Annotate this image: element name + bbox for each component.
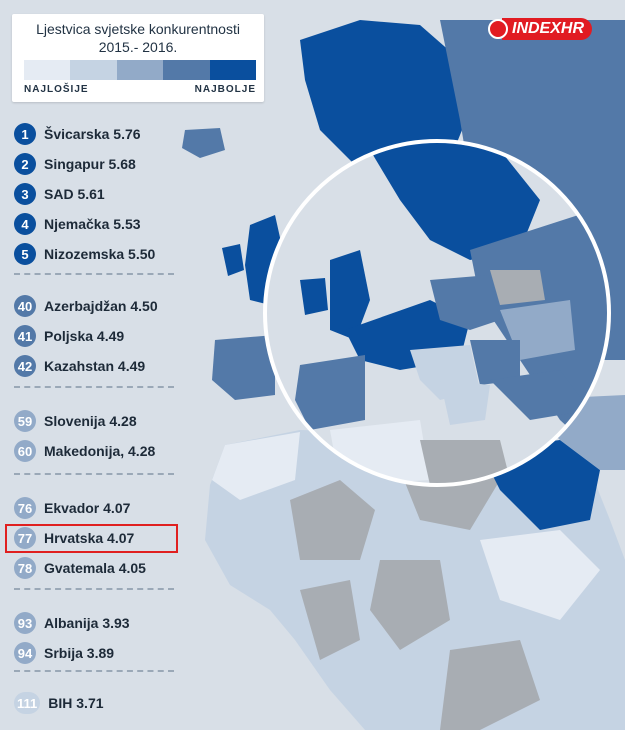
rank-label: Gvatemala 4.05 [44,560,146,576]
ranking-separator [14,273,174,275]
rank-badge: 94 [14,642,36,664]
legend-subtitle: 2015.- 2016. [98,39,178,55]
rank-badge: 111 [14,692,41,714]
rank-label: BIH 3.71 [48,695,104,711]
ranking-separator [14,473,174,475]
ranking-row: 93 Albanija 3.93 [14,612,130,634]
rank-label: Njemačka 5.53 [44,216,141,232]
africa-nodata-4 [300,580,360,660]
legend-high-label: NAJBOLJE [194,84,256,95]
rank-label: Nizozemska 5.50 [44,246,156,262]
rank-label: SAD 5.61 [44,186,105,202]
rank-label: Albanija 3.93 [44,615,130,631]
rank-label: Slovenija 4.28 [44,413,137,429]
rank-badge: 77 [14,527,36,549]
ranking-row: 2 Singapur 5.68 [14,153,136,175]
rank-label: Ekvador 4.07 [44,500,131,516]
legend: Ljestvica svjetske konkurentnosti 2015.-… [12,14,264,102]
ranking-row: 77 Hrvatska 4.07 [14,527,134,549]
legend-low-label: NAJLOŠIJE [24,84,89,95]
rank-badge: 5 [14,243,36,265]
rank-badge: 60 [14,440,36,462]
iberia [212,335,275,400]
legend-swatch [70,60,117,80]
ranking-row: 76 Ekvador 4.07 [14,497,130,519]
africa-nodata-5 [440,640,540,730]
ireland [222,244,244,276]
rank-badge: 42 [14,355,36,377]
rank-badge: 41 [14,325,36,347]
croatia-highlight-box [5,524,178,553]
ranking-row: 4 Njemačka 5.53 [14,213,141,235]
rank-badge: 1 [14,123,36,145]
africa-nodata-3 [370,560,450,650]
ranking-row: 94 Srbija 3.89 [14,642,114,664]
rank-label: Švicarska 5.76 [44,126,141,142]
rank-label: Hrvatska 4.07 [44,530,135,546]
africa-light-1 [212,432,300,500]
ranking-separator [14,386,174,388]
rank-label: Makedonija, 4.28 [44,443,156,459]
rank-label: Azerbajdžan 4.50 [44,298,158,314]
legend-color-scale [24,60,257,80]
rank-badge: 3 [14,183,36,205]
rank-label: Kazahstan 4.49 [44,358,146,374]
ranking-row: 59 Slovenija 4.28 [14,410,137,432]
rank-badge: 93 [14,612,36,634]
legend-swatch [163,60,210,80]
ranking-separator [14,670,174,672]
logo-text: INDEXHR [502,18,593,40]
rank-badge: 78 [14,557,36,579]
index-hr-logo: INDEXHR [488,18,608,40]
rank-badge: 59 [14,410,36,432]
africa-light-2 [480,530,600,620]
legend-swatch [116,60,164,80]
legend-swatch [209,60,257,80]
ranking-row: 1 Švicarska 5.76 [14,123,141,145]
rank-badge: 40 [14,295,36,317]
ranking-separator [14,588,174,590]
ranking-row: 42 Kazahstan 4.49 [14,355,145,377]
ranking-row: 3 SAD 5.61 [14,183,105,205]
rank-label: Singapur 5.68 [44,156,136,172]
rank-badge: 2 [14,153,36,175]
ranking-row: 5 Nizozemska 5.50 [14,243,155,265]
legend-swatch [24,60,71,80]
ranking-row: 41 Poljska 4.49 [14,325,124,347]
ranking-row: 78 Gvatemala 4.05 [14,557,146,579]
rank-label: Srbija 3.89 [44,645,115,661]
greenland-iceland [182,128,225,158]
chili-icon [488,19,508,39]
ranking-row: 60 Makedonija, 4.28 [14,440,155,462]
europe-magnifier [263,139,611,487]
ranking-row: 40 Azerbajdžan 4.50 [14,295,158,317]
rank-label: Poljska 4.49 [44,328,125,344]
ranking-row: 111 BIH 3.71 [14,692,104,714]
legend-title: Ljestvica svjetske konkurentnosti [36,21,240,37]
africa-nodata-2 [290,480,375,560]
rank-badge: 4 [14,213,36,235]
rank-badge: 76 [14,497,36,519]
